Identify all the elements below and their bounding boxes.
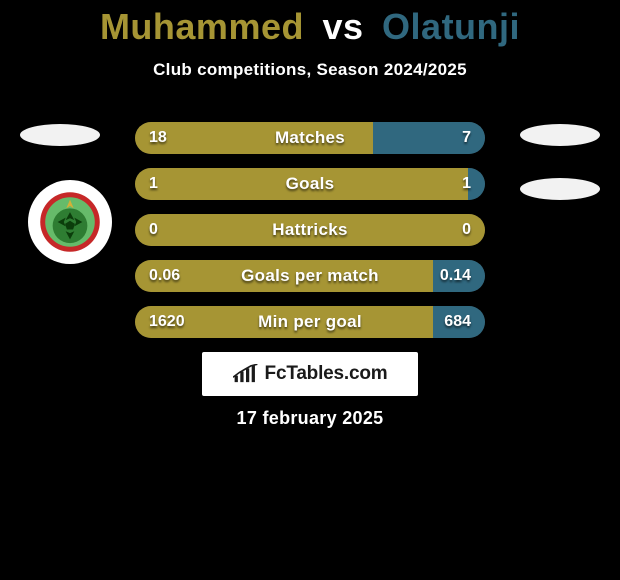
- subtitle: Club competitions, Season 2024/2025: [0, 60, 620, 80]
- stat-bar-right-value: 7: [462, 122, 471, 154]
- stat-bar-label: Hattricks: [135, 214, 485, 246]
- title-player2: Olatunji: [382, 6, 520, 47]
- title-vs: vs: [322, 6, 363, 47]
- stats-bars: Matches18 7 Goals1 1 Hattricks0 0 Goals per ma…: [135, 122, 485, 352]
- stat-bar-left-value: 1: [149, 168, 158, 200]
- stat-bar-right-value: 684: [444, 306, 471, 338]
- date-label: 17 february 2025: [0, 408, 620, 429]
- stat-bar: Goals1 1: [135, 168, 485, 200]
- stat-bar-label: Goals: [135, 168, 485, 200]
- title-player1: Muhammed: [100, 6, 304, 47]
- avatar-placeholder-bottom-right: [520, 178, 600, 200]
- avatar-placeholder-top-left: [20, 124, 100, 146]
- avatar-placeholder-top-right: [520, 124, 600, 146]
- club-crest-icon: [39, 191, 101, 253]
- stat-bar-left-value: 0: [149, 214, 158, 246]
- stat-bar-label: Min per goal: [135, 306, 485, 338]
- stat-bar: Goals per match0.06 0.14: [135, 260, 485, 292]
- stat-bar-left-value: 18: [149, 122, 167, 154]
- stat-bar: Matches18 7: [135, 122, 485, 154]
- title: Muhammed vs Olatunji: [0, 6, 620, 48]
- stat-bar-label: Matches: [135, 122, 485, 154]
- bar-chart-icon: [233, 364, 259, 384]
- stat-bar-left-value: 1620: [149, 306, 185, 338]
- stat-bar-label: Goals per match: [135, 260, 485, 292]
- branding-text: FcTables.com: [265, 363, 388, 385]
- stat-bar-right-value: 0: [462, 214, 471, 246]
- stat-bar-right-value: 1: [462, 168, 471, 200]
- stat-bar-right-value: 0.14: [440, 260, 471, 292]
- branding-badge: FcTables.com: [202, 352, 418, 396]
- club-logo-left: [28, 180, 112, 264]
- stat-bar: Hattricks0 0: [135, 214, 485, 246]
- stat-bar: Min per goal1620 684: [135, 306, 485, 338]
- comparison-card: Muhammed vs Olatunji Club competitions, …: [0, 0, 620, 80]
- stat-bar-left-value: 0.06: [149, 260, 180, 292]
